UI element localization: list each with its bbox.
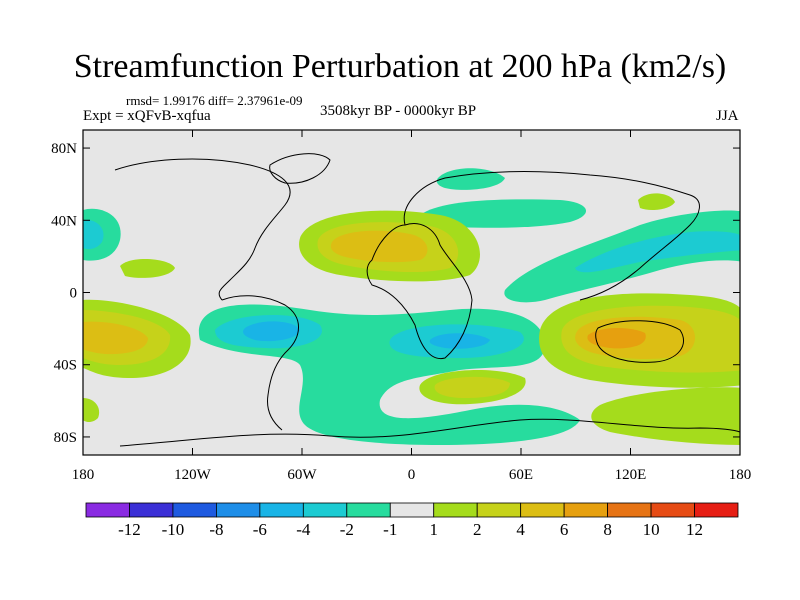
x-tick-label: 60W	[287, 467, 317, 483]
southern-ocean-high-core	[434, 376, 510, 398]
time-range-label: 3508kyr BP - 0000kyr BP	[320, 103, 477, 119]
colorbar-label: 4	[516, 520, 525, 539]
x-axis: 180 120W 60W 0 60E 120E 180	[72, 130, 752, 483]
y-tick-label: 80N	[51, 141, 77, 157]
map-field	[83, 130, 740, 455]
colorbar-box	[650, 502, 695, 518]
colorbar-label: 8	[603, 520, 612, 539]
x-tick-label: 120E	[615, 467, 647, 483]
colorbar-label: -12	[118, 520, 141, 539]
colorbar-label: -8	[209, 520, 223, 539]
coast-antarctica	[119, 418, 741, 447]
colorbar-label: 6	[560, 520, 569, 539]
coast-australia	[595, 320, 685, 363]
colorbar-label: -2	[340, 520, 354, 539]
colorbar-box	[520, 502, 565, 518]
x-tick-label: 180	[729, 467, 752, 483]
colorbar-label: -6	[253, 520, 267, 539]
southern-ocean-green-band	[591, 387, 740, 445]
south-pacific-green-patch	[83, 398, 100, 422]
colorbar-box	[302, 502, 348, 518]
x-tick-label: 120W	[174, 467, 212, 483]
coast-europe-asia	[403, 171, 700, 301]
east-pacific-high-core	[83, 321, 148, 355]
siberia-patch	[638, 193, 675, 210]
experiment-label: Expt = xQFvB-xqfua	[83, 108, 211, 124]
x-tick-label: 60E	[509, 467, 533, 483]
coast-north-america	[114, 158, 291, 301]
colorbar-label: 1	[429, 520, 438, 539]
colorbar-box	[433, 502, 478, 518]
colorbar-label: 2	[473, 520, 482, 539]
colorbar-box	[129, 502, 174, 518]
season-label: JJA	[716, 108, 739, 124]
coast-greenland	[269, 153, 331, 184]
y-tick-label: 40S	[54, 358, 77, 374]
x-tick-label: 180	[72, 467, 95, 483]
colorbar-box	[215, 502, 261, 518]
y-tick-label: 40N	[51, 213, 77, 229]
y-axis: 80N 40N 0 40S 80S	[51, 141, 740, 446]
x-tick-label: 0	[408, 467, 416, 483]
stats-text: rmsd= 1.99176 diff= 2.37961e-09	[126, 93, 303, 108]
colorbar-box	[172, 502, 217, 518]
colorbar-label: -1	[383, 520, 397, 539]
north-atlantic-west-core	[83, 219, 104, 250]
north-africa-high-core	[330, 230, 428, 263]
colorbar-box	[85, 502, 130, 518]
colorbar-box	[476, 502, 522, 518]
arctic-small-patch	[436, 168, 505, 190]
colorbar-box	[563, 502, 609, 518]
colorbar-label: -4	[296, 520, 311, 539]
north-pacific-low-core	[575, 231, 740, 273]
arctic-band	[417, 199, 587, 228]
coast-south-america	[221, 295, 299, 431]
africa-west-patch	[120, 259, 175, 278]
colorbar-box	[259, 502, 304, 518]
chart-title: Streamfunction Perturbation at 200 hPa (…	[73, 48, 727, 85]
colorbar-label: -10	[162, 520, 185, 539]
colorbar-box	[694, 502, 739, 518]
south-atlantic-low-inner	[243, 321, 300, 342]
coast-africa-europe	[366, 223, 473, 360]
coastlines	[114, 153, 741, 447]
colorbar-box	[607, 502, 652, 518]
australia-high-core	[587, 327, 646, 349]
colorbar-box	[389, 502, 435, 518]
colorbar-box	[346, 502, 391, 518]
colorbar-label: 12	[686, 520, 703, 539]
y-tick-label: 80S	[54, 430, 77, 446]
colorbar-label: 10	[643, 520, 660, 539]
y-tick-label: 0	[70, 286, 78, 302]
